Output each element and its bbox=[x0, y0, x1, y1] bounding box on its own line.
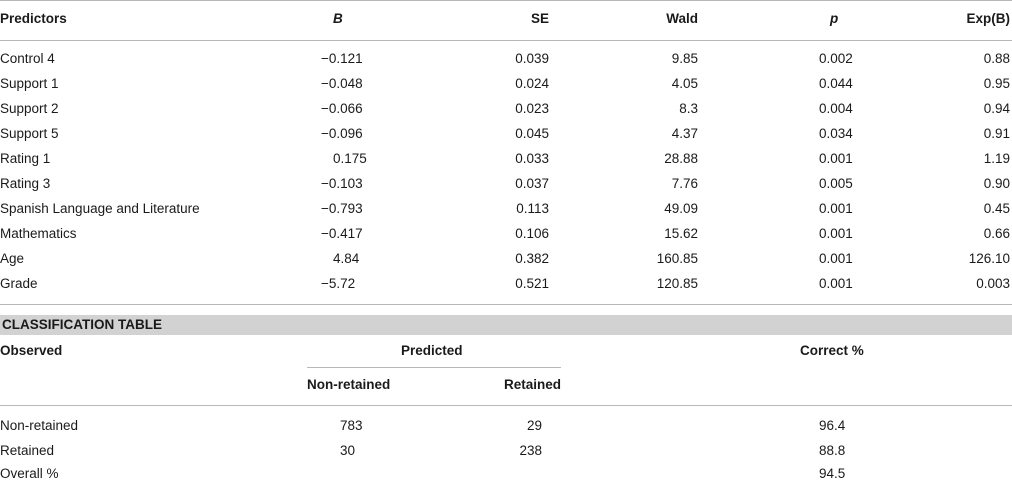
exp-b-value: 0.003 bbox=[976, 276, 1010, 291]
classification-title-band: CLASSIFICATION TABLE bbox=[0, 315, 1012, 335]
se-value: 0.382 bbox=[515, 251, 549, 266]
classification-title: CLASSIFICATION TABLE bbox=[2, 317, 162, 332]
header-non-retained: Non-retained bbox=[307, 377, 391, 392]
se-value: 0.039 bbox=[515, 51, 549, 66]
header-predictors: Predictors bbox=[0, 11, 67, 26]
exp-b-value: 1.19 bbox=[983, 151, 1010, 166]
non-retained-count: 783 bbox=[340, 418, 363, 433]
header-se: SE bbox=[530, 11, 549, 26]
exp-b-value: 0.91 bbox=[983, 126, 1010, 141]
header-exp-b: Exp(B) bbox=[966, 11, 1011, 26]
observed-label: Non-retained bbox=[0, 418, 79, 433]
wald-value: 28.88 bbox=[664, 151, 698, 166]
se-value: 0.113 bbox=[516, 201, 549, 216]
wald-value: 9.85 bbox=[671, 51, 698, 66]
header-p: p bbox=[830, 11, 839, 26]
correct-percent: 96.4 bbox=[819, 418, 846, 433]
b-value: −0.417 bbox=[321, 226, 363, 241]
wald-value: 4.37 bbox=[671, 126, 698, 141]
predictor-name: Grade bbox=[0, 276, 38, 291]
wald-value: 120.85 bbox=[656, 276, 698, 291]
wald-value: 7.76 bbox=[671, 176, 698, 191]
header-wald: Wald bbox=[666, 11, 698, 26]
exp-b-value: 0.45 bbox=[983, 201, 1010, 216]
exp-b-value: 0.95 bbox=[983, 76, 1010, 91]
se-value: 0.024 bbox=[515, 76, 549, 91]
b-value: −0.066 bbox=[321, 101, 363, 116]
predictor-name: Support 5 bbox=[0, 126, 59, 141]
p-value: 0.034 bbox=[819, 126, 853, 141]
b-value: 0.175 bbox=[333, 151, 367, 166]
b-value: −0.793 bbox=[321, 201, 363, 216]
b-value: −5.72 bbox=[321, 276, 356, 291]
header-predicted: Predicted bbox=[401, 343, 463, 358]
exp-b-value: 0.90 bbox=[983, 176, 1010, 191]
b-value: −0.048 bbox=[321, 76, 363, 91]
header-divider bbox=[0, 40, 1012, 41]
header-b: B bbox=[333, 11, 343, 26]
observed-label: Overall % bbox=[0, 466, 59, 481]
wald-value: 4.05 bbox=[671, 76, 698, 91]
table-top-border bbox=[0, 0, 1012, 1]
correct-percent: 88.8 bbox=[819, 443, 846, 458]
retained-count: 238 bbox=[519, 443, 542, 458]
predictor-name: Support 2 bbox=[0, 101, 59, 116]
exp-b-value: 0.94 bbox=[983, 101, 1010, 116]
predictor-name: Control 4 bbox=[0, 51, 55, 66]
se-value: 0.037 bbox=[515, 176, 549, 191]
se-value: 0.033 bbox=[515, 151, 549, 166]
classification-header-divider bbox=[0, 405, 1012, 406]
se-value: 0.106 bbox=[515, 226, 549, 241]
p-value: 0.001 bbox=[819, 201, 853, 216]
b-value: −0.121 bbox=[321, 51, 363, 66]
header-observed: Observed bbox=[0, 343, 63, 358]
p-value: 0.001 bbox=[819, 251, 853, 266]
p-value: 0.044 bbox=[819, 76, 853, 91]
wald-value: 8.3 bbox=[679, 101, 698, 116]
exp-b-value: 0.66 bbox=[983, 226, 1010, 241]
retained-count: 29 bbox=[526, 418, 542, 433]
predictor-name: Rating 1 bbox=[0, 151, 51, 166]
se-value: 0.521 bbox=[515, 276, 549, 291]
observed-label: Retained bbox=[0, 443, 55, 458]
se-value: 0.023 bbox=[515, 101, 549, 116]
predictor-name: Rating 3 bbox=[0, 176, 51, 191]
p-value: 0.002 bbox=[819, 51, 853, 66]
p-value: 0.005 bbox=[819, 176, 853, 191]
p-value: 0.001 bbox=[819, 276, 853, 291]
b-value: −0.096 bbox=[321, 126, 363, 141]
wald-value: 49.09 bbox=[664, 201, 698, 216]
b-value: −0.103 bbox=[321, 176, 363, 191]
exp-b-value: 0.88 bbox=[983, 51, 1010, 66]
wald-value: 160.85 bbox=[656, 251, 698, 266]
header-correct: Correct % bbox=[800, 343, 864, 358]
predictor-name: Age bbox=[0, 251, 25, 266]
predictor-name: Support 1 bbox=[0, 76, 59, 91]
predictor-name: Mathematics bbox=[0, 226, 77, 241]
exp-b-value: 126.10 bbox=[968, 251, 1010, 266]
predicted-underline bbox=[307, 367, 561, 368]
correct-percent: 94.5 bbox=[819, 466, 846, 481]
non-retained-count: 30 bbox=[340, 443, 356, 458]
wald-value: 15.62 bbox=[664, 226, 698, 241]
header-retained: Retained bbox=[503, 377, 561, 392]
p-value: 0.001 bbox=[819, 151, 853, 166]
se-value: 0.045 bbox=[515, 126, 549, 141]
p-value: 0.001 bbox=[819, 226, 853, 241]
section-divider bbox=[0, 304, 1012, 305]
predictor-name: Spanish Language and Literature bbox=[0, 201, 200, 216]
p-value: 0.004 bbox=[819, 101, 853, 116]
b-value: 4.84 bbox=[333, 251, 360, 266]
